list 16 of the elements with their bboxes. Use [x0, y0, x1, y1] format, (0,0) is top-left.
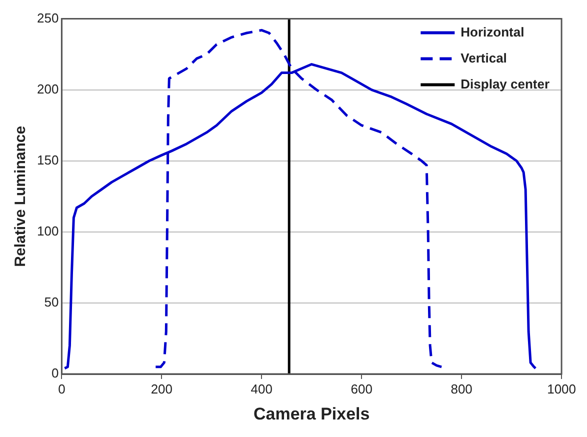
y-tick-label: 250	[36, 10, 59, 26]
y-tick-label: 150	[36, 152, 59, 168]
y-tick-label: 50	[44, 294, 59, 310]
x-tick-label: 800	[450, 381, 472, 396]
legend-label: Display center	[460, 76, 550, 92]
x-tick-label: 1000	[547, 381, 576, 396]
x-tick-label: 400	[250, 381, 272, 396]
x-tick-label: 600	[350, 381, 372, 396]
x-tick-label: 200	[150, 381, 173, 396]
legend-label: Horizontal	[460, 24, 524, 40]
y-axis-title: Relative Luminance	[12, 126, 30, 267]
y-tick-label: 100	[36, 224, 59, 238]
legend-label: Vertical	[460, 50, 507, 66]
y-tick-label: 0	[51, 366, 59, 381]
y-tick-label: 200	[36, 81, 59, 96]
x-axis-title: Camera Pixels	[253, 404, 370, 424]
